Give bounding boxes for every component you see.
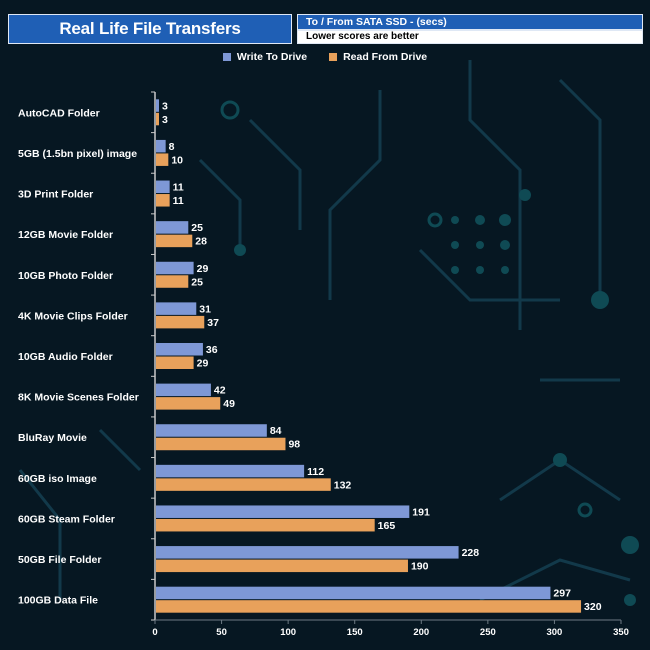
value-label-write: 11 (173, 182, 184, 194)
value-label-read: 190 (411, 561, 429, 573)
bar-read (156, 437, 286, 451)
x-tick-label: 150 (347, 627, 363, 638)
value-label-write: 36 (206, 344, 218, 356)
value-label-write: 3 (162, 100, 168, 112)
x-tick-label: 50 (216, 627, 227, 638)
category-label: 12GB Movie Folder (18, 229, 113, 241)
bar-read (156, 478, 331, 491)
value-label-read: 320 (584, 601, 602, 613)
bar-write (156, 261, 194, 275)
value-label-write: 297 (553, 588, 571, 600)
category-label: 50GB File Folder (18, 554, 101, 566)
category-label: 100GB Data File (18, 595, 98, 607)
value-label-write: 228 (462, 547, 480, 559)
value-label-read: 3 (162, 114, 168, 126)
bar-write (156, 180, 170, 194)
bar-read (156, 275, 189, 288)
value-label-write: 84 (270, 425, 282, 437)
legend-swatch-write (222, 53, 231, 61)
legend-label-write: Write To Drive (236, 51, 308, 63)
bar-read (156, 559, 408, 573)
category-label: AutoCAD Folder (18, 107, 100, 119)
bar-read (156, 234, 193, 248)
category-label: 60GB iso Image (18, 473, 97, 485)
value-label-read: 25 (191, 276, 203, 288)
value-label-write: 191 (412, 506, 430, 518)
bar-read (156, 315, 205, 329)
bar-write (156, 221, 189, 234)
bar-write (156, 343, 203, 356)
x-tick-label: 100 (280, 627, 296, 638)
value-label-write: 31 (199, 303, 211, 315)
value-label-write: 8 (169, 141, 175, 153)
legend-item-read: Read From Drive (329, 51, 427, 63)
category-label: BluRay Movie (18, 432, 87, 444)
value-label-write: 112 (307, 466, 324, 478)
bar-read (156, 194, 170, 207)
category-label: 4K Movie Clips Folder (18, 310, 128, 322)
bar-write (156, 302, 197, 315)
value-label-read: 11 (173, 195, 184, 207)
bar-write (156, 586, 551, 600)
bar-write (156, 464, 305, 478)
value-label-read: 37 (207, 317, 219, 329)
bar-write (156, 99, 159, 112)
bar-write (156, 139, 166, 153)
value-label-read: 10 (171, 154, 183, 166)
sub-note: Lower scores are better (297, 30, 643, 44)
bar-read (156, 153, 169, 166)
unit-note: To / From SATA SSD - (secs) (297, 14, 643, 30)
bar-read (156, 356, 194, 369)
value-label-read: 165 (378, 520, 396, 532)
bar-read (156, 397, 221, 410)
value-label-write: 29 (197, 263, 209, 275)
category-label: 3D Print Folder (18, 189, 93, 201)
value-label-write: 42 (214, 385, 226, 397)
category-label: 8K Movie Scenes Folder (18, 392, 139, 404)
x-tick-label: 300 (546, 627, 562, 638)
value-label-read: 132 (334, 479, 352, 491)
bar-read (156, 112, 159, 126)
x-tick-label: 200 (413, 627, 429, 638)
x-tick-label: 0 (152, 627, 157, 638)
value-label-read: 28 (195, 236, 207, 248)
bar-read (156, 518, 375, 532)
chart-title: Real Life File Transfers (8, 14, 292, 44)
legend: Write To Drive Read From Drive (0, 51, 650, 63)
x-tick-label: 250 (480, 627, 496, 638)
category-label: 60GB Steam Folder (18, 513, 115, 525)
value-label-read: 29 (197, 358, 209, 370)
category-label: 10GB Photo Folder (18, 270, 113, 282)
value-label-read: 49 (223, 398, 235, 410)
value-label-read: 98 (288, 439, 300, 451)
category-label: 5GB (1.5bn pixel) image (18, 148, 137, 160)
category-label: 10GB Audio Folder (18, 351, 113, 363)
bar-write (156, 546, 459, 559)
bar-write (156, 505, 410, 518)
legend-label-read: Read From Drive (343, 51, 428, 63)
bar-read (156, 600, 582, 613)
bar-write (156, 424, 267, 437)
value-label-write: 25 (191, 222, 203, 234)
legend-item-write: Write To Drive (222, 51, 308, 63)
bar-write (156, 383, 211, 397)
legend-swatch-read (329, 53, 338, 61)
x-tick-label: 350 (613, 627, 629, 638)
